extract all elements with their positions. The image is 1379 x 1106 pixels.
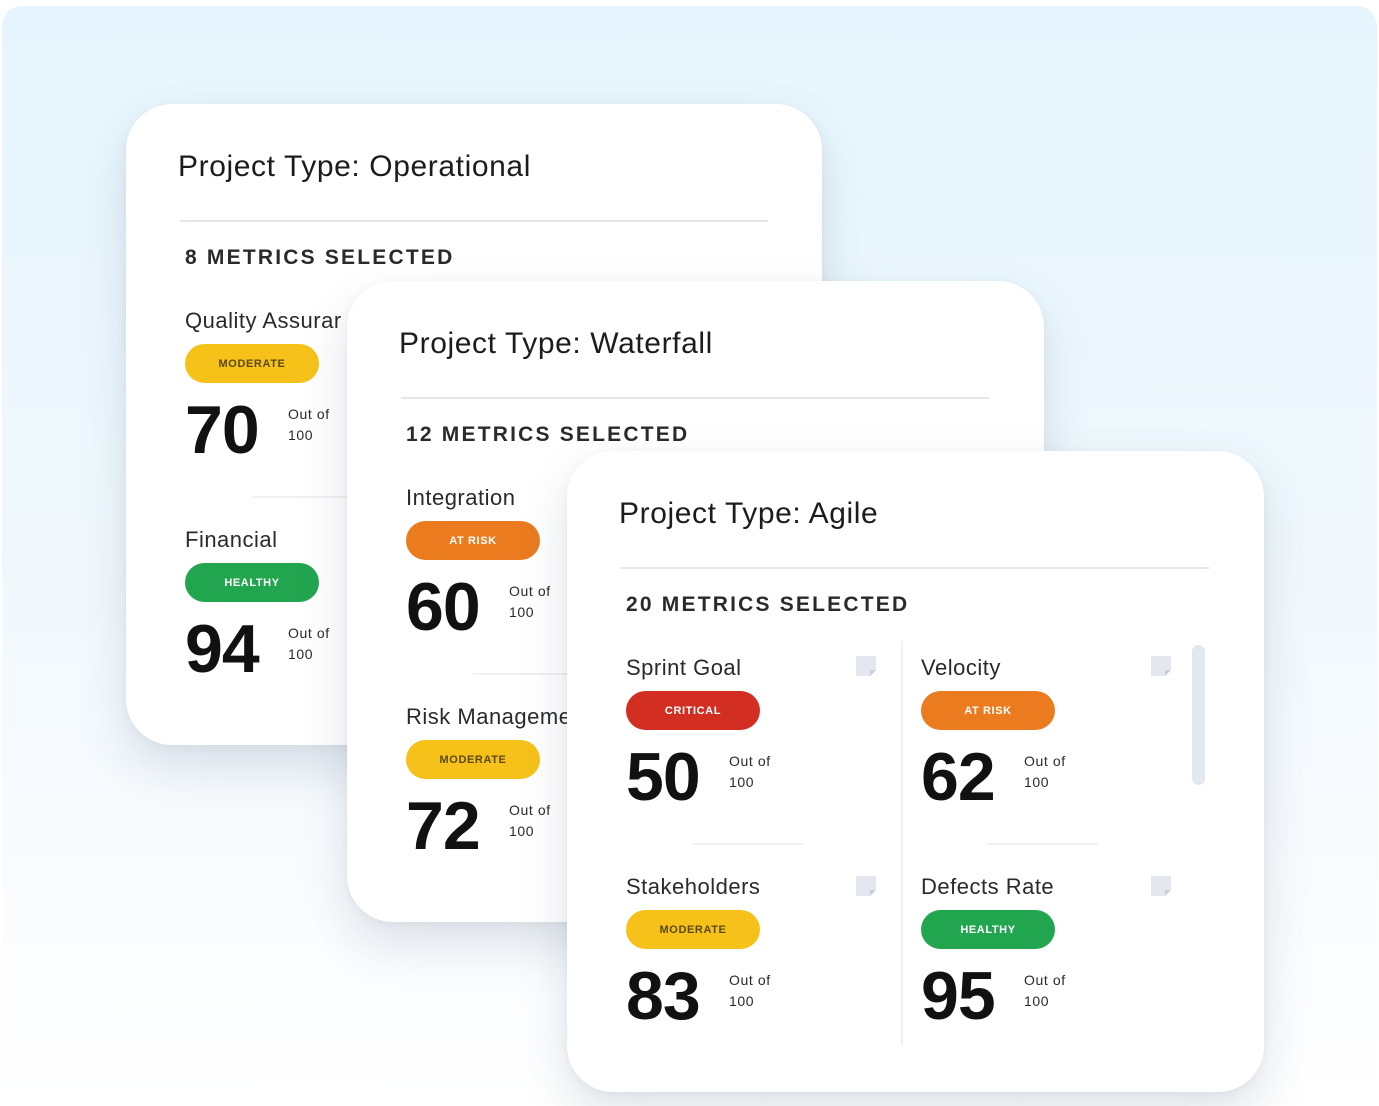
metric-defects-rate[interactable]: Defects Rate HEALTHY 95 Out of 100 [921, 874, 1181, 1074]
metric-score: 94 [185, 611, 260, 687]
status-badge-healthy: HEALTHY [185, 563, 319, 602]
metric-name: Defects Rate [921, 874, 1055, 899]
note-icon[interactable] [854, 874, 878, 898]
status-badge-at-risk: AT RISK [921, 691, 1055, 730]
metric-name: Risk Managemen [406, 704, 585, 729]
status-badge-critical: CRITICAL [626, 691, 760, 730]
metric-name: Velocity [921, 655, 1001, 680]
status-badge-at-risk: AT RISK [406, 521, 540, 560]
scrollbar-thumb[interactable] [1192, 645, 1205, 785]
metric-score: 62 [921, 739, 996, 815]
metric-stakeholders[interactable]: Stakeholders MODERATE 83 Out of 100 [626, 874, 886, 1074]
title-divider [621, 567, 1209, 569]
status-badge-moderate: MODERATE [626, 910, 760, 949]
out-of-label: Out of [1024, 972, 1066, 988]
out-of-label: Out of [729, 972, 771, 988]
out-of-label: Out of [288, 406, 330, 422]
note-icon[interactable] [854, 654, 878, 678]
card-project-agile: Project Type: Agile 20 METRICS SELECTED … [567, 451, 1264, 1092]
status-badge-healthy: HEALTHY [921, 910, 1055, 949]
score-scale: Out of 100 [1024, 751, 1066, 793]
out-of-label: Out of [288, 625, 330, 641]
metric-score: 60 [406, 569, 481, 645]
metric-name: Quality Assurar [185, 308, 342, 333]
score-scale: Out of 100 [729, 970, 771, 1012]
out-of-value: 100 [288, 646, 314, 662]
metric-name: Stakeholders [626, 874, 761, 899]
out-of-value: 100 [509, 604, 535, 620]
column-divider [901, 641, 903, 1045]
out-of-label: Out of [509, 802, 551, 818]
metrics-selected-count: 8 METRICS SELECTED [185, 246, 455, 269]
metric-financial[interactable]: Financial HEALTHY 94 Out of 100 [185, 527, 445, 727]
metric-name: Financial [185, 527, 278, 552]
out-of-value: 100 [288, 427, 314, 443]
status-badge-moderate: MODERATE [185, 344, 319, 383]
out-of-value: 100 [1024, 993, 1050, 1009]
out-of-value: 100 [509, 823, 535, 839]
card-title: Project Type: Waterfall [399, 327, 713, 360]
metric-divider [693, 843, 803, 845]
out-of-label: Out of [729, 753, 771, 769]
status-badge-moderate: MODERATE [406, 740, 540, 779]
card-title: Project Type: Operational [178, 150, 531, 183]
out-of-value: 100 [729, 993, 755, 1009]
metric-score: 95 [921, 958, 996, 1034]
note-icon[interactable] [1149, 874, 1173, 898]
score-scale: Out of 100 [509, 581, 551, 623]
metric-score: 83 [626, 958, 701, 1034]
metric-name: Integration [406, 485, 516, 510]
score-scale: Out of 100 [729, 751, 771, 793]
metric-velocity[interactable]: Velocity AT RISK 62 Out of 100 [921, 655, 1181, 855]
out-of-label: Out of [509, 583, 551, 599]
out-of-value: 100 [729, 774, 755, 790]
metric-score: 72 [406, 788, 481, 864]
metric-name: Sprint Goal [626, 655, 742, 680]
metric-score: 70 [185, 392, 260, 468]
metrics-selected-count: 12 METRICS SELECTED [406, 423, 690, 446]
score-scale: Out of 100 [288, 623, 330, 665]
metric-quality-assurance[interactable]: Quality Assurar MODERATE 70 Out of 100 [185, 308, 445, 508]
score-scale: Out of 100 [288, 404, 330, 446]
score-scale: Out of 100 [1024, 970, 1066, 1012]
metric-risk-management[interactable]: Risk Managemen MODERATE 72 Out of 100 [406, 704, 666, 904]
score-scale: Out of 100 [509, 800, 551, 842]
metric-sprint-goal[interactable]: Sprint Goal CRITICAL 50 Out of 100 [626, 655, 886, 855]
metric-integration[interactable]: Integration AT RISK 60 Out of 100 [406, 485, 666, 685]
card-title: Project Type: Agile [619, 497, 879, 530]
title-divider [401, 397, 989, 399]
out-of-value: 100 [1024, 774, 1050, 790]
note-icon[interactable] [1149, 654, 1173, 678]
title-divider [180, 220, 768, 222]
metric-score: 50 [626, 739, 701, 815]
out-of-label: Out of [1024, 753, 1066, 769]
metric-divider [988, 843, 1098, 845]
metrics-selected-count: 20 METRICS SELECTED [626, 593, 910, 616]
